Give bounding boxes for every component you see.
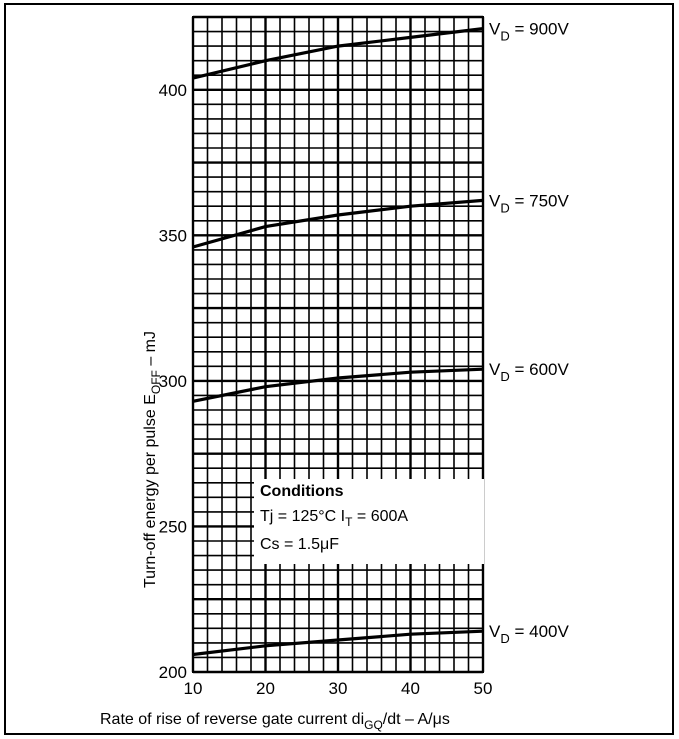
series-line-4 — [192, 629, 484, 657]
y-tick-label: 300 — [159, 372, 187, 391]
x-tick-label: 50 — [474, 679, 493, 698]
x-tick-label: 20 — [256, 679, 275, 698]
conditions-line-2: Cs = 1.5μF — [260, 536, 339, 553]
series-line-3 — [192, 367, 484, 403]
conditions-line-1: Tj = 125°C IT = 600A — [260, 508, 408, 529]
y-tick-label: 400 — [159, 81, 187, 100]
series-label-4: VD = 400V — [489, 622, 569, 646]
conditions-background — [254, 479, 484, 564]
y-tick-label: 350 — [159, 226, 187, 245]
conditions-box: Conditions Tj = 125°C IT = 600A Cs = 1.5… — [254, 479, 484, 564]
x-tick-label: 10 — [184, 679, 203, 698]
tick-labels: 10 20 30 40 50 200 250 300 350 400 — [159, 81, 493, 698]
x-tick-label: 30 — [329, 679, 348, 698]
series-label-1: VD = 900V — [489, 20, 569, 44]
y-tick-label: 250 — [159, 517, 187, 536]
series-line-1 — [192, 27, 484, 80]
x-axis-title: Rate of rise of reverse gate current diG… — [100, 711, 450, 732]
series-lines: VD = 900V VD = 750V VD = 600V VD = 400V — [192, 20, 569, 657]
x-tick-label: 40 — [401, 679, 420, 698]
plot-area — [192, 16, 484, 673]
chart-frame — [4, 3, 674, 735]
series-line-2 — [192, 198, 484, 249]
y-tick-label: 200 — [159, 663, 187, 682]
series-label-2: VD = 750V — [489, 191, 569, 215]
y-axis-title: Turn-off energy per pulse EOFF – mJ — [142, 331, 163, 588]
conditions-title: Conditions — [260, 483, 344, 500]
chart-grid — [191, 15, 485, 674]
series-label-3: VD = 600V — [489, 360, 569, 384]
